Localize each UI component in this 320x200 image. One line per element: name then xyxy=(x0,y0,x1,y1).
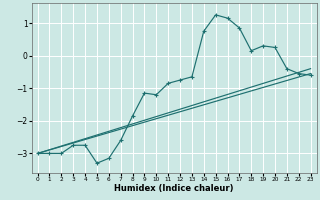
X-axis label: Humidex (Indice chaleur): Humidex (Indice chaleur) xyxy=(114,184,234,193)
